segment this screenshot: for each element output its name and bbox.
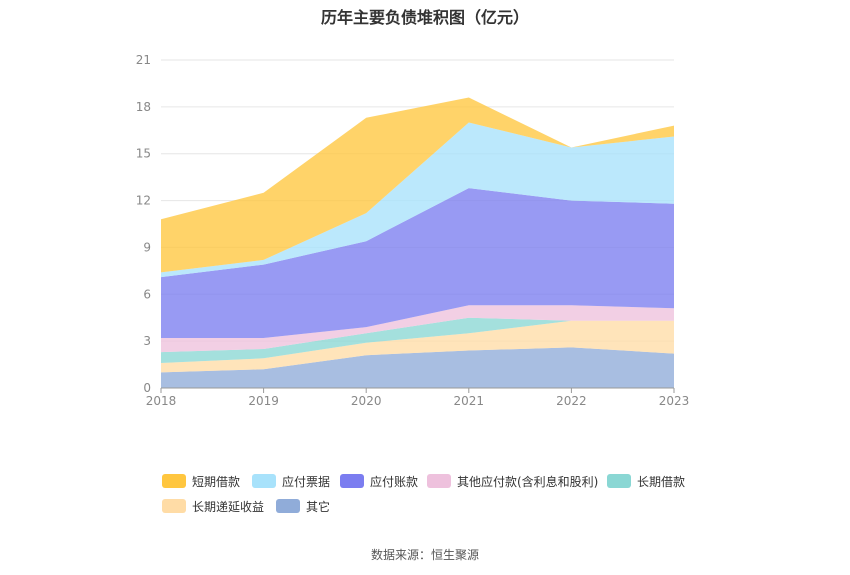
area-series xyxy=(161,97,674,388)
y-tick-label: 15 xyxy=(136,147,151,161)
x-tick-label: 2019 xyxy=(248,394,279,408)
legend-swatch xyxy=(162,474,186,488)
legend-swatch xyxy=(607,474,631,488)
y-tick-label: 18 xyxy=(136,100,151,114)
legend-swatch xyxy=(340,474,364,488)
y-tick-label: 12 xyxy=(136,194,151,208)
area-series-4[interactable] xyxy=(161,188,674,338)
legend-swatch xyxy=(427,474,451,488)
x-tick-label: 2023 xyxy=(659,394,690,408)
legend-item[interactable]: 长期借款 xyxy=(607,472,685,490)
area-series-1[interactable] xyxy=(161,320,674,373)
area-series-2[interactable] xyxy=(161,317,674,363)
legend-label: 长期借款 xyxy=(637,474,686,489)
legend-swatch xyxy=(276,499,300,513)
area-series-6[interactable] xyxy=(161,97,674,273)
y-tick-label: 9 xyxy=(143,240,151,254)
legend-swatch xyxy=(162,499,186,513)
legend-label: 其他应付款(含利息和股利) xyxy=(457,474,599,489)
legend-label: 应付账款 xyxy=(370,474,419,489)
legend-item[interactable]: 其他应付款(含利息和股利) xyxy=(427,472,598,490)
x-tick-label: 2018 xyxy=(146,394,177,408)
area-series-5[interactable] xyxy=(161,122,674,278)
chart-title: 历年主要负债堆积图（亿元） xyxy=(320,8,529,27)
area-series-0[interactable] xyxy=(161,347,674,388)
x-tick-label: 2022 xyxy=(556,394,587,408)
legend-label: 长期递延收益 xyxy=(192,499,265,514)
legend-item[interactable]: 其它 xyxy=(276,497,330,515)
x-tick-label: 2020 xyxy=(351,394,382,408)
legend-item[interactable]: 短期借款 xyxy=(162,472,240,490)
legend-item[interactable]: 长期递延收益 xyxy=(162,497,264,515)
y-tick-label: 0 xyxy=(143,381,151,395)
legend-label: 短期借款 xyxy=(192,474,241,489)
legend-label: 其它 xyxy=(306,499,331,514)
legend-label: 应付票据 xyxy=(282,474,331,489)
x-tick-label: 2021 xyxy=(454,394,485,408)
legend-item[interactable]: 应付账款 xyxy=(340,472,418,490)
legend-swatch xyxy=(252,474,276,488)
axes: 0 3 6 9 12 15 18 21 2018 2019 2020 2021 2022 2023 xyxy=(136,53,690,408)
y-tick-label: 21 xyxy=(136,53,151,67)
legend-item[interactable]: 应付票据 xyxy=(252,472,330,490)
y-tick-label: 3 xyxy=(143,334,151,348)
y-tick-label: 6 xyxy=(143,287,151,301)
area-series-3[interactable] xyxy=(161,305,674,353)
source-note: 数据来源：恒生聚源 xyxy=(370,548,479,562)
